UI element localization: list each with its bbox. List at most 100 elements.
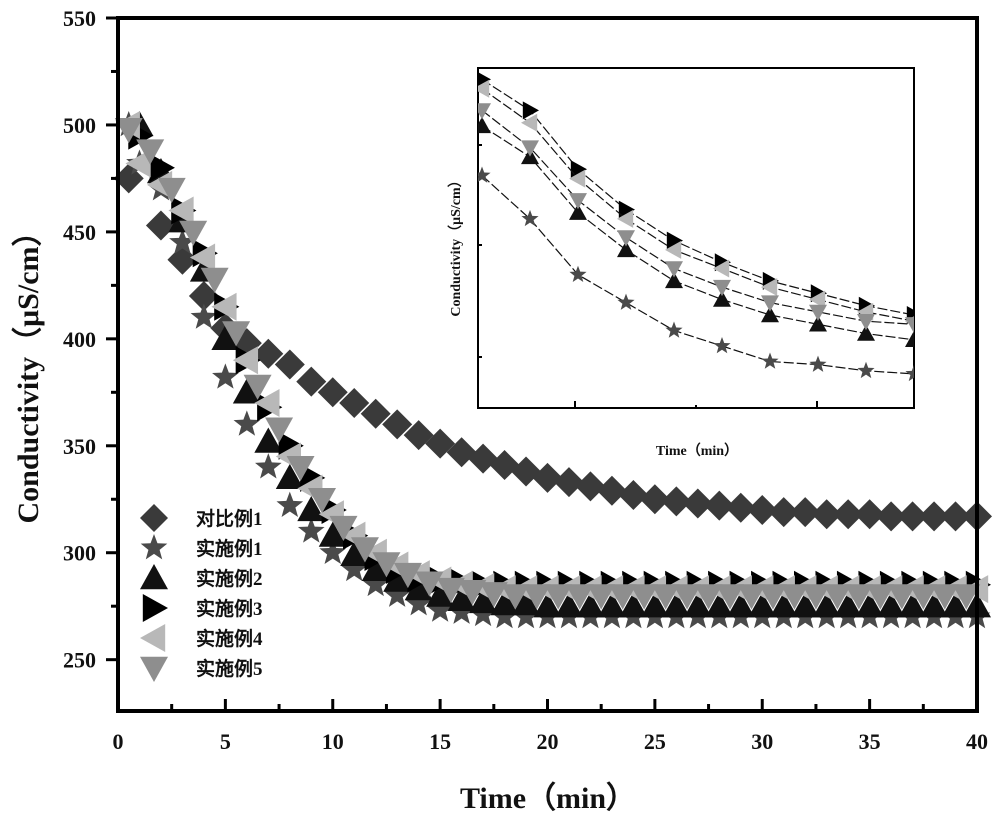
- inset-data-point-star: [761, 352, 779, 369]
- data-point-triangle-up: [705, 592, 734, 618]
- inset-data-point-star: [478, 166, 491, 183]
- data-point-triangle-down: [286, 455, 315, 482]
- data-point-triangle-down: [114, 118, 143, 144]
- inset-data-point-triangle-up: [478, 116, 491, 134]
- data-point-diamond: [833, 499, 864, 530]
- inset-data-point-triangle-right: [570, 160, 587, 179]
- data-point-triangle-up: [383, 566, 412, 592]
- inset-data-point-triangle-down: [809, 304, 827, 321]
- x-tick-label: 30: [751, 729, 773, 754]
- data-point-triangle-down: [329, 515, 358, 542]
- inset-data-point-star: [569, 265, 587, 282]
- data-point-diamond: [854, 499, 885, 530]
- data-point-triangle-down: [630, 584, 659, 610]
- data-point-triangle-up: [232, 378, 261, 404]
- inset-frame: [477, 67, 915, 409]
- inset-data-point-triangle-left: [761, 278, 778, 297]
- data-point-diamond: [575, 471, 606, 502]
- inset-data-point-triangle-up: [857, 324, 875, 341]
- data-point-triangle-left: [168, 196, 194, 225]
- legend-item: 实施例4: [140, 624, 263, 652]
- data-point-star: [169, 228, 196, 254]
- data-point-triangle-up: [275, 463, 304, 490]
- x-tick-label: 15: [429, 729, 451, 754]
- data-point-triangle-down: [651, 584, 680, 610]
- data-point-triangle-down: [737, 584, 766, 610]
- inset-data-point-triangle-up: [809, 315, 827, 332]
- legend-item: 实施例2: [140, 564, 263, 590]
- data-point-triangle-down: [866, 584, 895, 610]
- data-point-triangle-down: [823, 584, 852, 610]
- legend-label: 实施例4: [196, 627, 263, 650]
- data-point-diamond: [167, 244, 198, 275]
- data-point-triangle-down: [694, 584, 723, 610]
- data-point-triangle-up: [254, 427, 283, 453]
- inset-series: [478, 166, 914, 382]
- data-point-triangle-up: [640, 592, 669, 618]
- data-point-triangle-left: [189, 243, 216, 272]
- inset-data-point-star: [521, 209, 539, 227]
- data-point-triangle-down: [930, 584, 959, 610]
- data-point-triangle-up: [211, 324, 240, 351]
- data-point-triangle-down: [587, 584, 616, 610]
- inset-data-point-triangle-left: [809, 290, 826, 309]
- inset-data-point-triangle-down: [761, 295, 779, 312]
- data-point-diamond: [425, 428, 456, 459]
- data-point-triangle-up: [748, 592, 777, 618]
- legend-marker-triangle-right: [142, 594, 168, 622]
- data-point-star: [190, 303, 218, 329]
- y-tick-label: 250: [63, 648, 96, 673]
- data-point-triangle-down: [436, 577, 465, 604]
- data-point-triangle-up: [426, 581, 455, 607]
- data-point-triangle-down: [565, 584, 594, 610]
- data-point-diamond: [790, 497, 821, 528]
- data-point-triangle-up: [533, 592, 562, 618]
- inset-data-point-triangle-left: [569, 169, 586, 188]
- data-point-triangle-up: [812, 592, 841, 618]
- data-point-triangle-up: [683, 592, 712, 618]
- data-point-triangle-down: [393, 562, 422, 589]
- inset-data-point-star: [905, 364, 914, 382]
- data-point-diamond: [747, 494, 778, 525]
- data-point-triangle-up: [855, 592, 884, 618]
- inset-data-point-triangle-up: [761, 306, 779, 323]
- inset-data-point-triangle-down: [521, 140, 539, 157]
- data-point-star: [491, 602, 518, 629]
- data-point-triangle-up: [920, 592, 949, 618]
- data-point-triangle-down: [458, 580, 487, 606]
- data-point-triangle-up: [340, 540, 369, 567]
- inset-data-point-triangle-right: [618, 200, 635, 219]
- data-point-diamond: [682, 488, 713, 519]
- legend-item: 对比例1: [140, 504, 263, 532]
- data-point-triangle-down: [608, 584, 637, 610]
- data-point-triangle-down: [673, 584, 702, 610]
- data-point-diamond: [360, 398, 391, 429]
- data-point-diamond: [468, 443, 499, 474]
- inset-marks: [478, 72, 914, 382]
- data-point-diamond: [446, 437, 477, 468]
- data-point-triangle-down: [415, 571, 444, 597]
- legend-marker-triangle-up: [140, 564, 168, 590]
- x-tick-label: 5: [220, 729, 231, 754]
- data-point-triangle-down: [308, 488, 337, 514]
- legend: 对比例1 实施例1 实施例2 实施例3 实施例4 实施例5: [140, 504, 263, 682]
- data-point-star: [276, 491, 304, 517]
- data-point-triangle-left: [254, 389, 280, 417]
- data-point-triangle-up: [512, 590, 541, 616]
- data-point-triangle-up: [597, 592, 626, 618]
- data-point-triangle-up: [469, 587, 498, 614]
- legend-marker-triangle-down: [140, 656, 168, 682]
- data-point-star: [383, 581, 411, 607]
- data-point-triangle-right: [149, 153, 175, 182]
- data-point-triangle-up: [726, 592, 755, 618]
- data-point-diamond: [532, 462, 563, 493]
- inset-data-point-triangle-right: [478, 72, 491, 87]
- data-point-triangle-down: [350, 537, 379, 563]
- inset-data-point-star: [617, 293, 635, 310]
- inset-data-point-triangle-down: [665, 261, 683, 278]
- legend-marker-triangle-left: [140, 624, 166, 652]
- inset-data-point-star: [809, 355, 827, 372]
- x-tick-label: 10: [322, 729, 344, 754]
- data-point-triangle-down: [909, 584, 938, 610]
- data-point-triangle-up: [447, 585, 476, 611]
